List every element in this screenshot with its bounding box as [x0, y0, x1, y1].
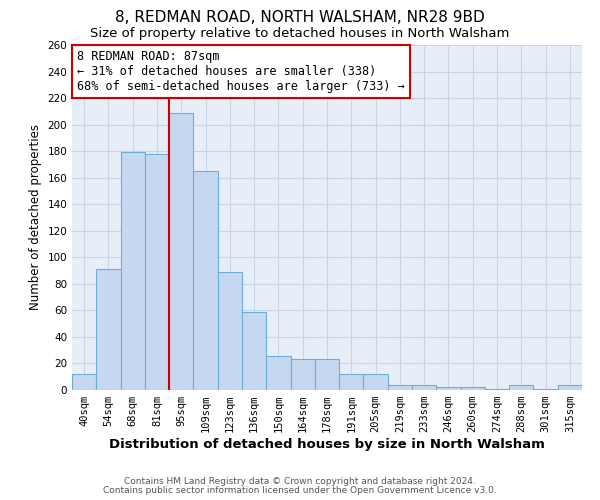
Bar	[533, 388, 558, 390]
Bar	[145, 154, 169, 390]
Bar	[96, 269, 121, 390]
Y-axis label: Number of detached properties: Number of detached properties	[29, 124, 42, 310]
Bar	[364, 374, 388, 390]
Bar	[461, 388, 485, 390]
Bar	[558, 384, 582, 390]
Text: 8, REDMAN ROAD, NORTH WALSHAM, NR28 9BD: 8, REDMAN ROAD, NORTH WALSHAM, NR28 9BD	[115, 10, 485, 25]
Bar	[242, 312, 266, 390]
Bar	[169, 112, 193, 390]
Bar	[121, 152, 145, 390]
X-axis label: Distribution of detached houses by size in North Walsham: Distribution of detached houses by size …	[109, 438, 545, 451]
Bar	[412, 384, 436, 390]
Text: Contains public sector information licensed under the Open Government Licence v3: Contains public sector information licen…	[103, 486, 497, 495]
Bar	[290, 360, 315, 390]
Bar	[72, 374, 96, 390]
Bar	[266, 356, 290, 390]
Bar	[509, 384, 533, 390]
Text: Size of property relative to detached houses in North Walsham: Size of property relative to detached ho…	[91, 28, 509, 40]
Text: 8 REDMAN ROAD: 87sqm
← 31% of detached houses are smaller (338)
68% of semi-deta: 8 REDMAN ROAD: 87sqm ← 31% of detached h…	[77, 50, 405, 93]
Bar	[388, 384, 412, 390]
Bar	[436, 388, 461, 390]
Text: Contains HM Land Registry data © Crown copyright and database right 2024.: Contains HM Land Registry data © Crown c…	[124, 477, 476, 486]
Bar	[339, 374, 364, 390]
Bar	[218, 272, 242, 390]
Bar	[485, 388, 509, 390]
Bar	[315, 360, 339, 390]
Bar	[193, 171, 218, 390]
